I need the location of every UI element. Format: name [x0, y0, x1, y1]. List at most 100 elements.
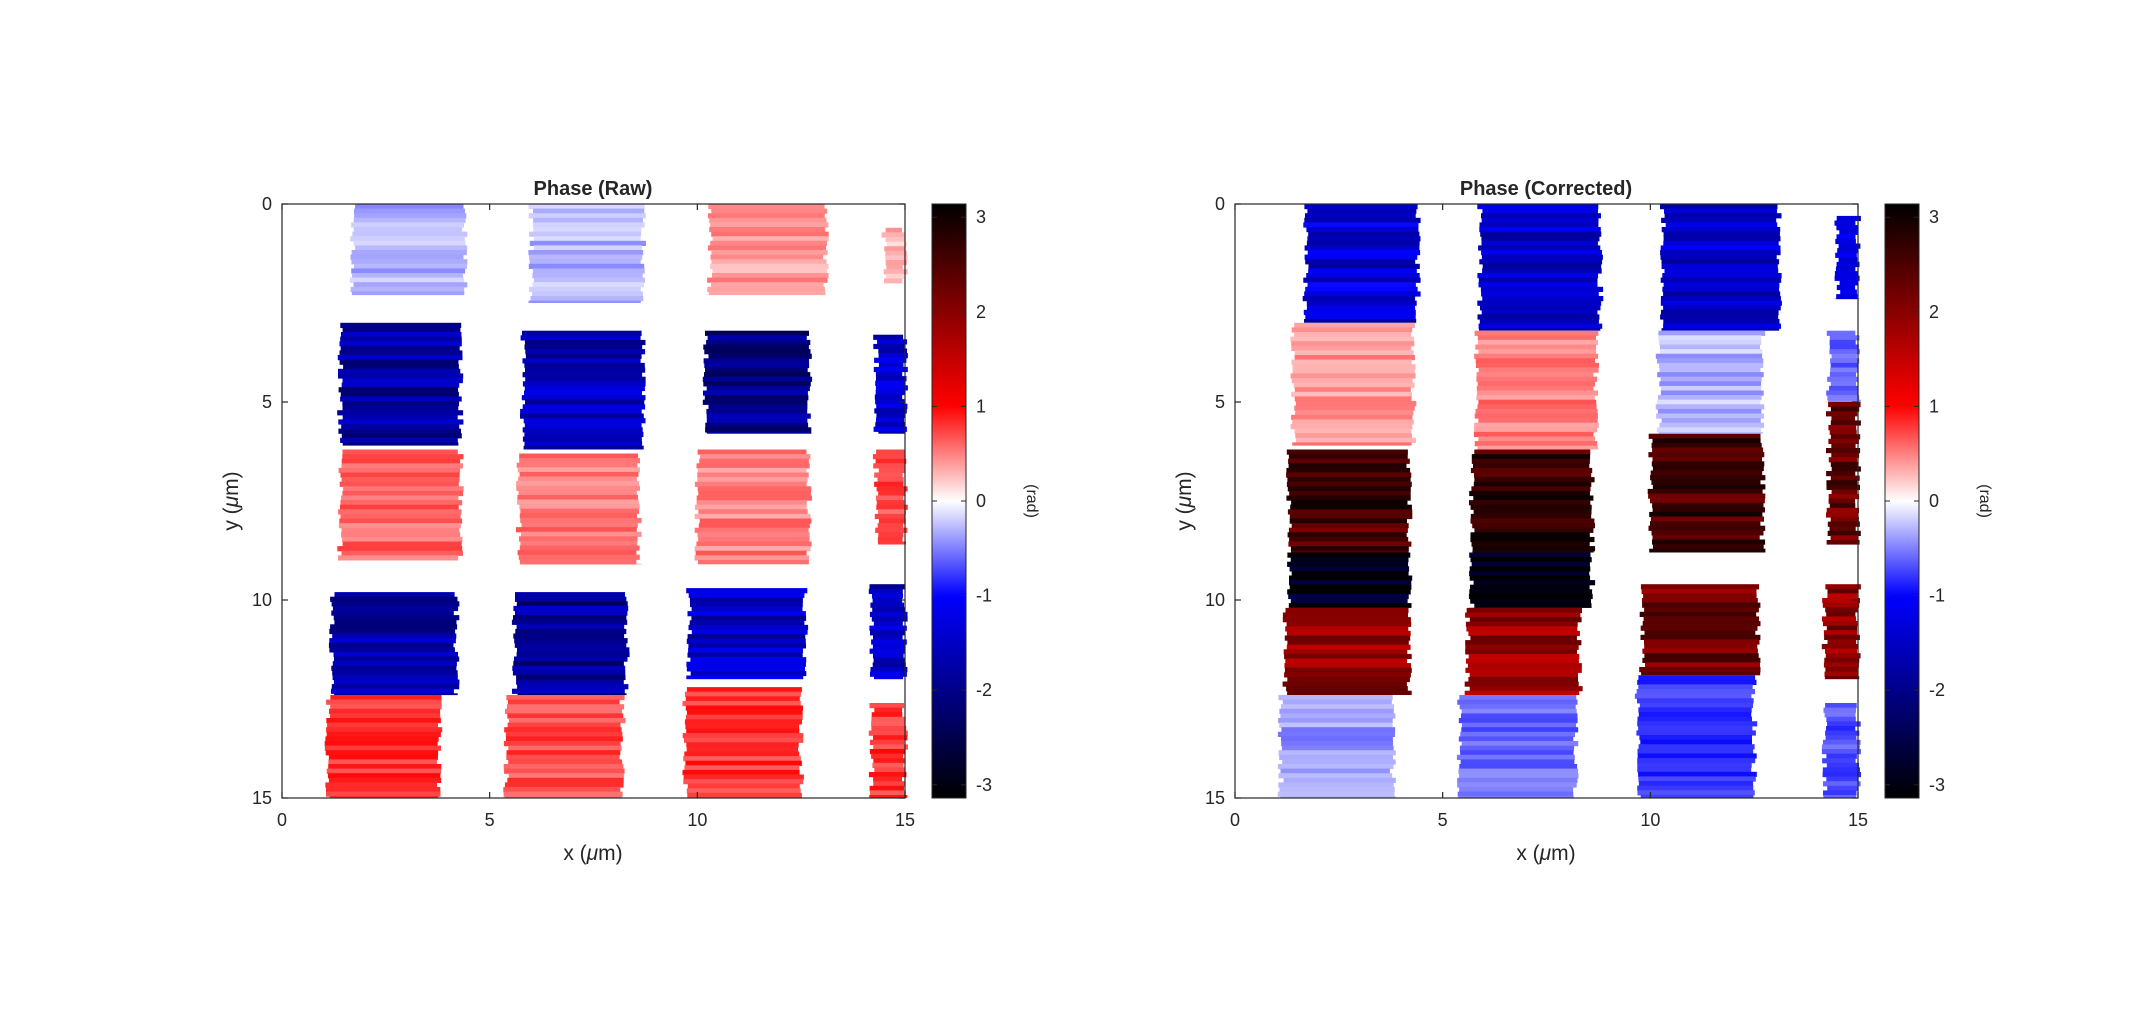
heat-row: [1637, 721, 1758, 727]
heat-row: [1470, 513, 1592, 520]
colorbar-tick-label: -2: [976, 680, 992, 700]
heat-row: [331, 688, 454, 694]
heat-row: [1308, 263, 1420, 269]
heat-row: [338, 419, 464, 425]
heat-row: [1477, 204, 1599, 210]
heat-row: [712, 268, 828, 274]
heat-row: [1638, 744, 1755, 750]
colorbar-tick-label: -1: [1929, 586, 1945, 606]
phase-region: [873, 334, 908, 434]
heat-row: [533, 268, 645, 274]
heat-row: [878, 362, 904, 368]
heat-row: [1823, 630, 1857, 636]
heat-row: [1468, 653, 1580, 660]
heat-row: [328, 642, 454, 648]
heat-row: [1470, 532, 1590, 538]
heat-row: [1825, 703, 1857, 709]
phase-region: [1469, 449, 1596, 553]
heat-row: [330, 704, 442, 710]
heat-row: [875, 422, 905, 428]
heat-row: [1465, 667, 1582, 673]
heat-row: [1659, 381, 1761, 387]
heat-row: [1478, 277, 1598, 283]
heat-row: [1456, 754, 1575, 760]
heat-row: [1288, 593, 1409, 600]
phase-region: [1282, 607, 1412, 695]
heat-row: [1307, 250, 1421, 256]
heat-row: [324, 745, 441, 751]
heat-row: [685, 760, 802, 766]
heat-row: [1469, 589, 1593, 595]
heat-row: [353, 282, 468, 288]
heat-row: [876, 403, 908, 409]
heat-row: [329, 713, 441, 719]
heat-row: [1287, 690, 1412, 695]
heat-row: [354, 263, 467, 269]
heat-row: [1459, 773, 1579, 779]
heat-row: [1477, 335, 1596, 341]
heat-row: [873, 634, 903, 640]
heat-row: [1659, 339, 1762, 346]
heat-row: [1458, 796, 1574, 798]
heat-row: [685, 705, 803, 711]
heat-row: [513, 615, 627, 621]
colorbar-label: (rad): [1023, 484, 1040, 518]
heat-row: [1306, 273, 1420, 279]
heat-row: [1830, 362, 1858, 369]
heat-row: [517, 467, 640, 473]
heat-row: [1284, 672, 1411, 678]
heat-row: [330, 596, 458, 602]
heat-row: [1826, 625, 1857, 631]
heat-row: [1294, 355, 1415, 361]
heat-row: [1481, 213, 1601, 219]
heat-row: [1281, 736, 1393, 742]
heat-row: [351, 259, 468, 265]
heat-row: [1648, 525, 1766, 531]
heat-row: [707, 245, 826, 251]
heat-row: [1663, 240, 1779, 246]
phase-region: [686, 588, 809, 680]
heat-row: [876, 376, 907, 382]
heat-row: [878, 348, 907, 354]
heat-row: [334, 693, 458, 696]
heat-row: [1638, 675, 1756, 681]
heat-row: [1650, 475, 1766, 481]
heat-row: [1644, 607, 1759, 613]
heat-row: [1469, 552, 1591, 558]
heat-row: [1291, 523, 1409, 529]
phase-region: [1473, 330, 1599, 450]
heat-row: [1643, 616, 1759, 622]
heat-row: [1457, 777, 1578, 783]
heat-row: [887, 241, 908, 247]
heat-row: [873, 758, 905, 764]
heat-row: [1282, 612, 1408, 618]
heat-row: [338, 368, 461, 374]
heat-row: [508, 773, 624, 779]
heat-row: [1639, 735, 1752, 741]
heat-row: [338, 387, 458, 393]
phase-region: [516, 453, 642, 565]
heat-row: [698, 509, 808, 515]
heat-row: [1291, 500, 1408, 506]
heat-row: [1476, 362, 1599, 369]
heat-row: [1637, 785, 1754, 791]
heat-row: [698, 559, 809, 565]
heat-row: [1828, 402, 1861, 408]
heat-row: [690, 670, 807, 677]
heat-row: [1823, 662, 1859, 668]
heat-row: [520, 413, 644, 419]
heat-row: [1823, 707, 1856, 713]
heat-row: [684, 737, 804, 743]
heat-row: [686, 714, 803, 720]
heat-row: [710, 263, 829, 269]
heat-row: [524, 422, 642, 428]
heat-row: [1307, 236, 1421, 242]
heat-row: [521, 522, 638, 528]
x-tick-label: 10: [1640, 810, 1660, 830]
heat-row: [1662, 286, 1780, 292]
heat-row: [1637, 762, 1752, 768]
heat-row: [1290, 504, 1412, 510]
phase-region: [1277, 695, 1396, 798]
heat-row: [1304, 245, 1420, 251]
